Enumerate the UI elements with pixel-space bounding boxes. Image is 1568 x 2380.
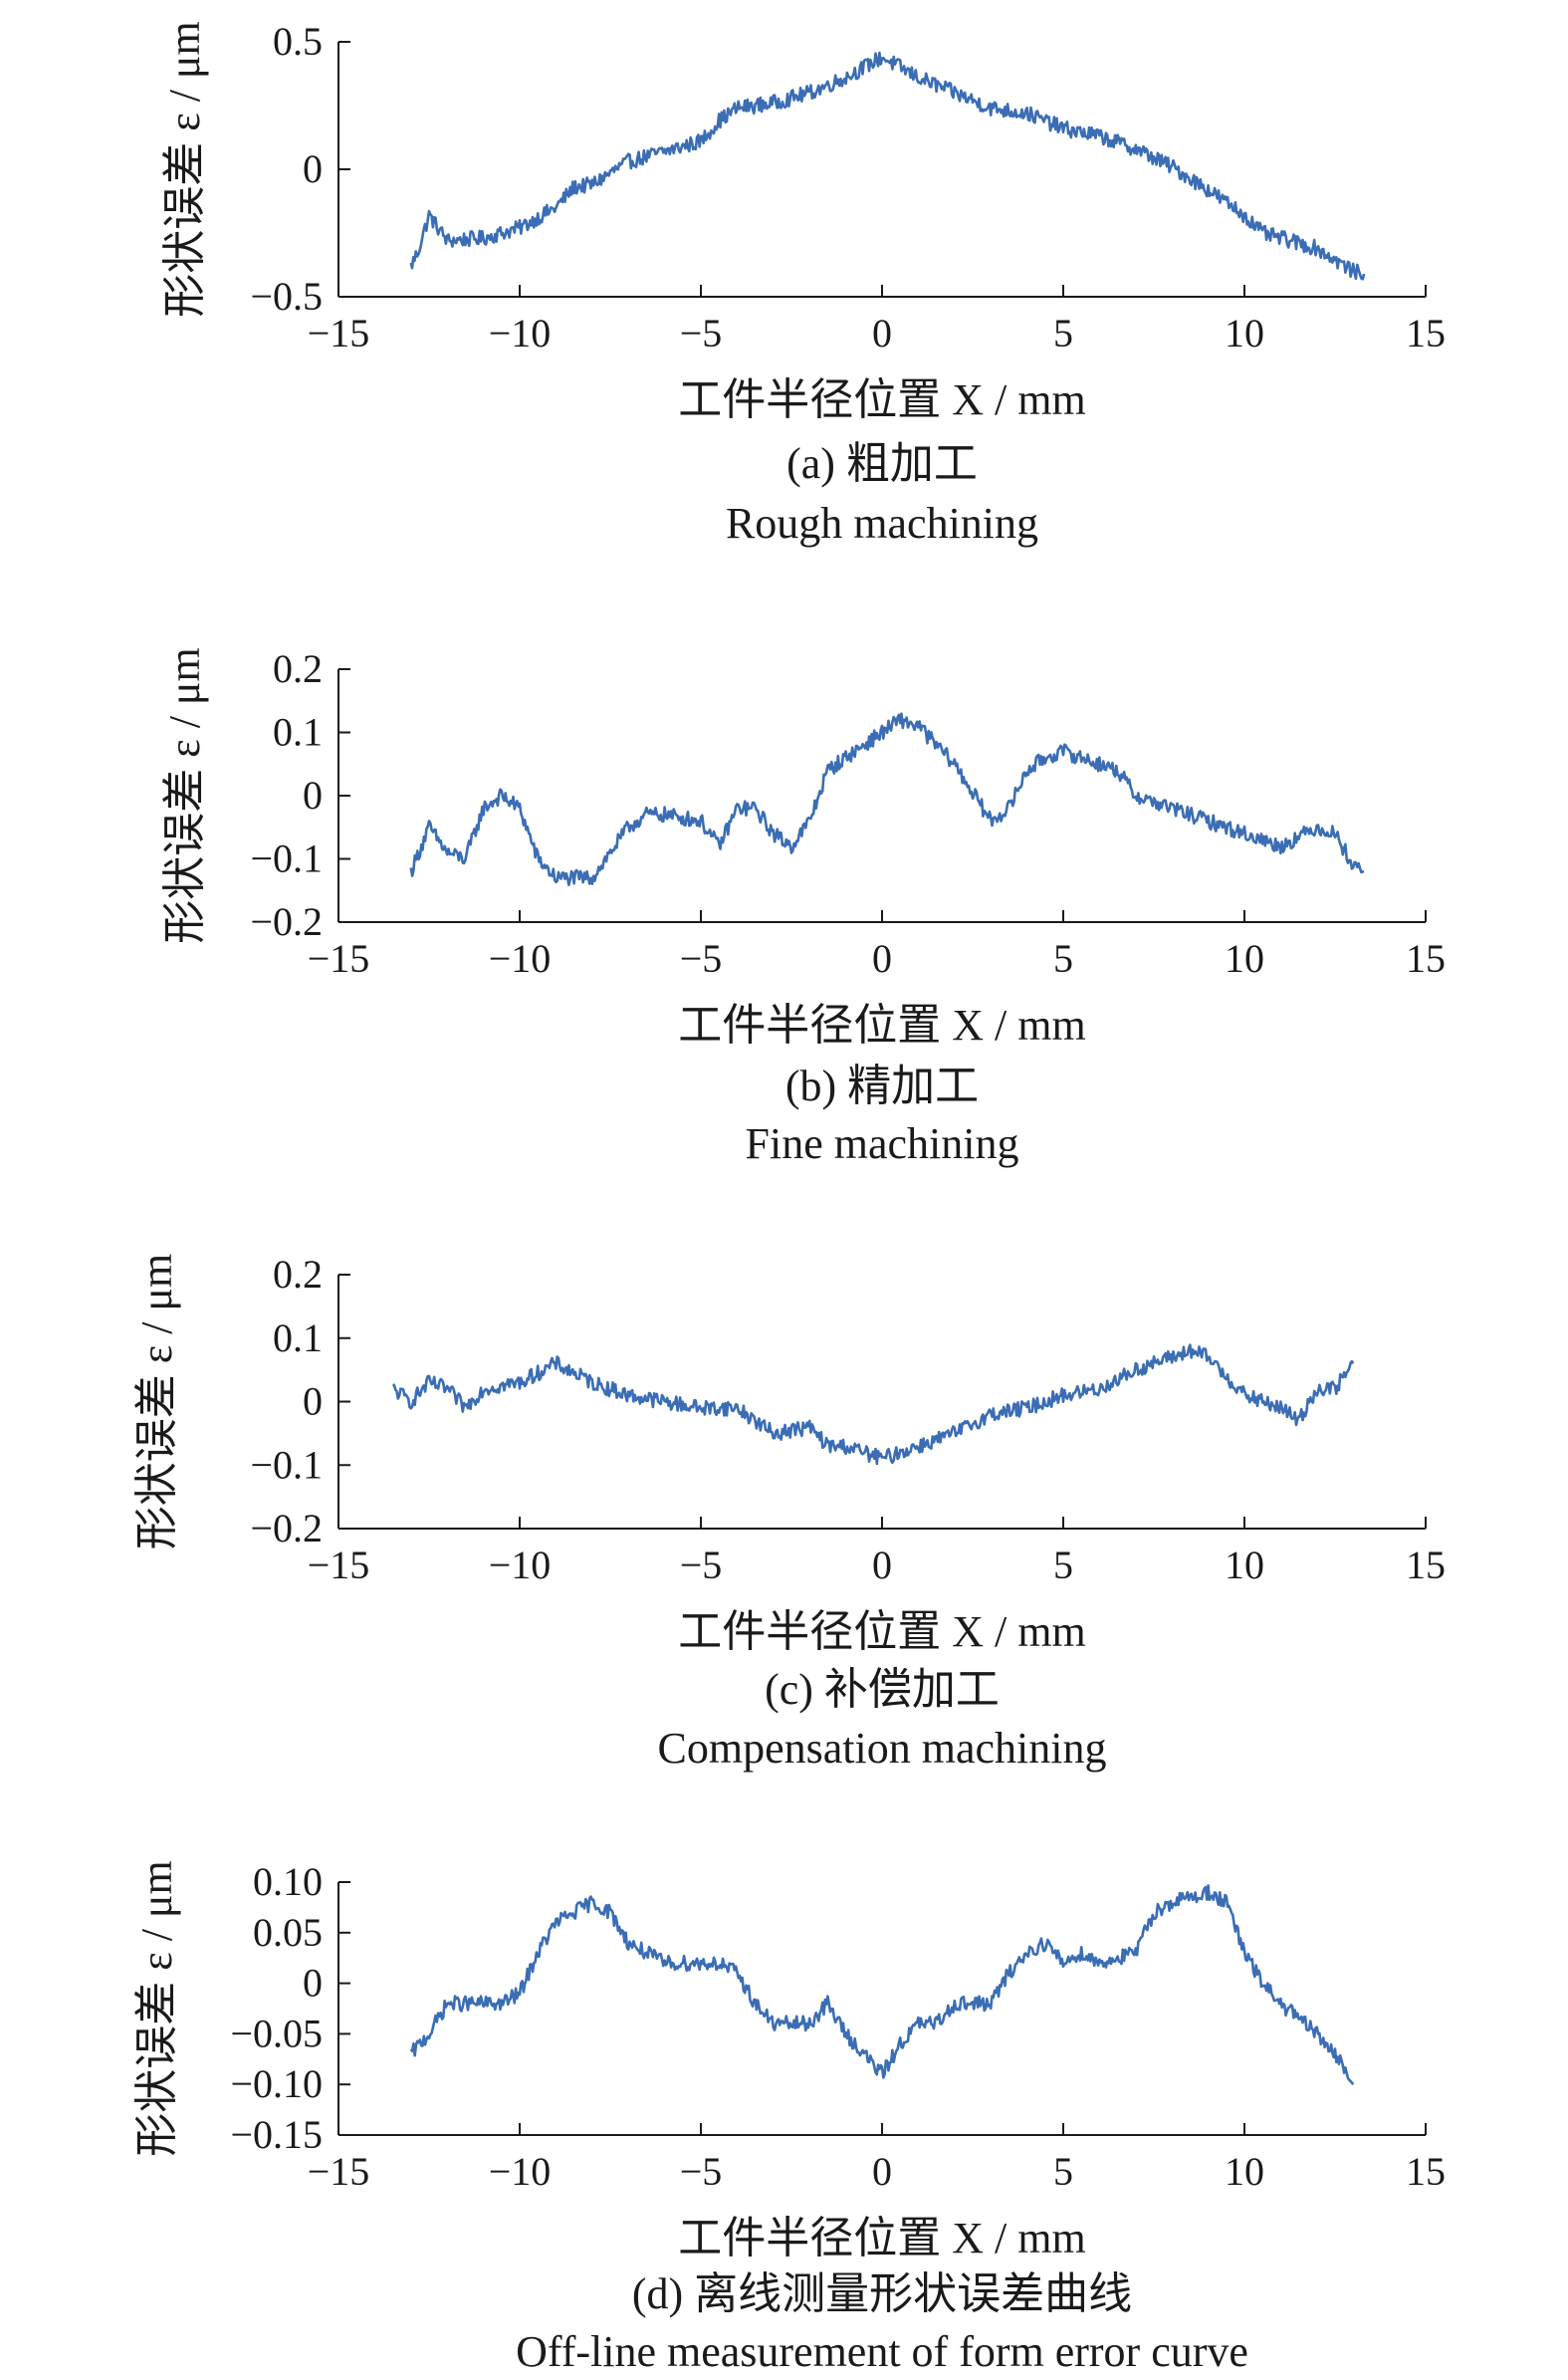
x-tick-label: 10	[1225, 936, 1264, 981]
y-tick-label: 0.05	[253, 1910, 323, 1955]
form-error-line	[409, 1884, 1355, 2085]
y-tick-label: −0.10	[230, 2061, 323, 2106]
y-tick-label: 0.1	[273, 710, 323, 755]
y-tick-label: −0.2	[250, 1506, 323, 1550]
y-axis-label: 形状误差 ε / μm	[160, 21, 209, 318]
x-tick-label: 5	[1053, 2149, 1073, 2194]
x-tick-label: −5	[680, 1543, 723, 1587]
x-tick-label: 10	[1225, 311, 1264, 356]
x-tick-label: −15	[308, 311, 370, 356]
x-tick-label: 10	[1225, 2149, 1264, 2194]
y-tick-label: −0.5	[250, 274, 323, 319]
caption-en: Compensation machining	[658, 1724, 1107, 1773]
caption-cn: (c) 补偿加工	[765, 1665, 1000, 1714]
x-tick-label: 15	[1406, 1543, 1446, 1587]
form-error-line	[409, 51, 1366, 281]
y-axis-label: 形状误差 ε / μm	[132, 1860, 181, 2157]
panel-b: −15 −10 −5 0 5 10 15 −0.2 −0.1 0 0.1 0.2 工件半径位置 X / …	[160, 646, 1446, 1168]
y-tick-label: 0.2	[273, 1252, 323, 1297]
x-tick-label: 15	[1406, 2149, 1446, 2194]
x-tick-label: 5	[1053, 311, 1073, 356]
y-tick-label: 0.5	[273, 19, 323, 64]
y-tick-label: 0.1	[273, 1315, 323, 1360]
y-tick-label: 0	[303, 146, 323, 191]
x-tick-label: 0	[872, 936, 892, 981]
x-tick-label: −5	[680, 2149, 723, 2194]
y-tick-label: −0.05	[230, 2011, 323, 2055]
y-axis-label: 形状误差 ε / μm	[132, 1254, 181, 1550]
panel-d: −15 −10 −5 0 5 10 15 −0.15 −0.10 −0.05 0 0.05 0.10 工件…	[132, 1859, 1446, 2376]
x-tick-label: −5	[680, 311, 723, 356]
x-tick-label: 5	[1053, 936, 1073, 981]
y-tick-label: 0.10	[253, 1859, 323, 1904]
caption-cn: (a) 粗加工	[786, 439, 978, 488]
caption-en: Rough machining	[726, 499, 1038, 548]
y-tick-label: −0.2	[250, 899, 323, 944]
panel-c: −15 −10 −5 0 5 10 15 −0.2 −0.1 0 0.1 0.2 工件半径位置 X / …	[132, 1252, 1446, 1773]
x-axis-label: 工件半径位置 X / mm	[678, 1607, 1085, 1656]
y-tick-label: 0	[303, 773, 323, 818]
caption-cn: (d) 离线测量形状误差曲线	[632, 2269, 1132, 2318]
y-tick-label: 0	[303, 1961, 323, 2006]
y-tick-label: 0	[303, 1379, 323, 1424]
x-axis-label: 工件半径位置 X / mm	[678, 375, 1085, 424]
x-tick-label: 15	[1406, 311, 1446, 356]
panel-a: −15 −10 −5 0 5 10 15 −0.5 0 0.5 工件半径位置 X / mm 形状误差 …	[160, 19, 1446, 548]
x-tick-label: 10	[1225, 1543, 1264, 1587]
x-tick-label: −15	[308, 2149, 370, 2194]
caption-cn: (b) 精加工	[785, 1062, 979, 1110]
x-tick-label: −10	[489, 2149, 552, 2194]
x-tick-label: −10	[489, 311, 552, 356]
y-axis-label: 形状误差 ε / μm	[160, 647, 209, 944]
x-tick-label: 0	[872, 311, 892, 356]
form-error-line	[391, 1343, 1355, 1466]
x-tick-label: −5	[680, 936, 723, 981]
x-tick-label: −10	[489, 1543, 552, 1587]
x-tick-label: −10	[489, 936, 552, 981]
y-tick-label: −0.1	[250, 836, 323, 881]
caption-en: Fine machining	[746, 1119, 1019, 1168]
x-tick-label: 0	[872, 1543, 892, 1587]
x-tick-label: −15	[308, 1543, 370, 1587]
caption-en: Off-line measurement of form error curve	[516, 2327, 1248, 2376]
x-tick-label: −15	[308, 936, 370, 981]
x-axis-label: 工件半径位置 X / mm	[678, 1001, 1085, 1050]
y-tick-label: −0.1	[250, 1442, 323, 1487]
y-tick-label: −0.15	[230, 2112, 323, 2157]
form-error-line	[409, 712, 1365, 887]
x-tick-label: 5	[1053, 1543, 1073, 1587]
x-tick-label: 15	[1406, 936, 1446, 981]
x-axis-label: 工件半径位置 X / mm	[678, 2214, 1085, 2262]
y-tick-label: 0.2	[273, 646, 323, 691]
x-tick-label: 0	[872, 2149, 892, 2194]
